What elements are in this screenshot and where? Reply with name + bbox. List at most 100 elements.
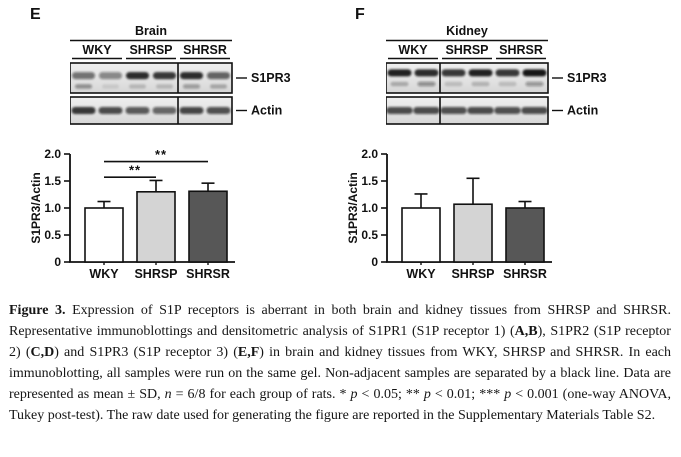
tissue-label: Kidney (446, 24, 488, 38)
blot-band (386, 107, 413, 114)
blot-band (206, 107, 231, 114)
y-tick-label: 2.0 (44, 147, 61, 161)
y-axis-label: S1PR3/Actin (346, 172, 360, 243)
blot-band (522, 69, 547, 77)
group-label: SHRSP (445, 43, 488, 57)
x-category-label: WKY (406, 267, 436, 281)
blot-sub-band (102, 84, 119, 89)
y-tick-label: 1.0 (361, 201, 378, 215)
y-tick-label: 0 (54, 255, 61, 269)
caption-segment: n (164, 387, 172, 402)
bar-shrsr (505, 207, 545, 263)
bar-shrsp (136, 190, 176, 263)
panel-letter-e: E (30, 6, 41, 23)
caption-segment: p (504, 387, 512, 402)
blot-band (126, 72, 149, 80)
blot-band (153, 72, 176, 80)
blot-band (125, 107, 150, 114)
group-label: SHRSP (129, 43, 172, 57)
blot-target-label: S1PR3 (567, 71, 607, 85)
x-category-label: SHRSR (503, 267, 547, 281)
blot-sub-band (471, 81, 490, 87)
blot-band (207, 72, 230, 80)
blot-sub-band (129, 84, 146, 89)
y-tick-label: 1.5 (44, 174, 61, 188)
blot-band (152, 107, 177, 114)
x-category-label: SHRSP (451, 267, 494, 281)
bar-wky (84, 207, 124, 263)
blot-band (72, 72, 95, 80)
y-tick-label: 1.0 (44, 201, 61, 215)
blot-target-label: Actin (251, 104, 282, 118)
group-label: WKY (398, 43, 428, 57)
blot-band (179, 107, 204, 114)
figure-3-panels: E Brain WKY SHRSP SHRSR S1PR3 Actin 0 0.5 1.0 1.… (28, 6, 675, 284)
blot-box (386, 96, 549, 125)
caption-segment: A,B (514, 324, 538, 339)
blot-sub-band (183, 84, 200, 89)
x-category-label: WKY (89, 267, 119, 281)
caption-segment: < 0.05; ** (357, 387, 424, 402)
blot-band (495, 69, 520, 77)
group-label: SHRSR (183, 43, 227, 57)
y-tick-label: 0 (371, 255, 378, 269)
tissue-label: Brain (135, 24, 167, 38)
y-tick-label: 2.0 (361, 147, 378, 161)
blot-band (494, 107, 521, 114)
blot-target-label: S1PR3 (251, 71, 291, 85)
blot-box (386, 62, 549, 94)
x-category-label: SHRSP (134, 267, 177, 281)
blot-sub-band (75, 84, 92, 89)
caption-segment: Figure 3. (9, 303, 66, 318)
x-category-label: SHRSR (186, 267, 230, 281)
blot-sub-band (210, 84, 227, 89)
caption-segment: E,F (237, 345, 260, 360)
panel-e-brain: E Brain WKY SHRSP SHRSR S1PR3 Actin 0 0.5 1.0 1.… (28, 6, 330, 284)
blot-target-label: Actin (567, 104, 598, 118)
panel-f-kidney: F Kidney WKY SHRSP SHRSR S1PR3 Actin 0 0.5 1.0 1… (330, 6, 675, 284)
figure-caption: Figure 3. Expression of S1P receptors is… (9, 300, 671, 426)
immunoblot-brain: Brain WKY SHRSP SHRSR S1PR3 Actin (70, 24, 291, 125)
blot-band (467, 107, 494, 114)
blot-band (180, 72, 203, 80)
blot-band (99, 72, 122, 80)
immunoblot-kidney: Kidney WKY SHRSP SHRSR S1PR3 Actin (386, 24, 607, 125)
caption-segment: ) in brain and kidney tissues from WKY, … (9, 345, 671, 402)
y-tick-label: 0.5 (361, 228, 378, 242)
panel-letter-f: F (355, 6, 365, 23)
blot-box (70, 62, 233, 94)
caption-segment: = 6/8 for each group of rats. * (171, 387, 351, 402)
blot-band (468, 69, 493, 77)
blot-band (387, 69, 412, 77)
significance-stars: ** (155, 147, 167, 162)
caption-segment: p (350, 387, 358, 402)
bar-wky (401, 207, 441, 263)
blot-band (98, 107, 123, 114)
blot-sub-band (498, 81, 517, 87)
caption-segment: Expression of S1P receptors is aberrant … (9, 303, 671, 339)
caption-segment: ), S1PR2 (S1P receptor 2) ( (9, 324, 671, 360)
caption-segment: < 0.001 (one-way ANOVA, Tukey post-test)… (9, 387, 672, 423)
blot-band (414, 69, 439, 77)
blot-sub-band (525, 81, 544, 87)
caption-segment: C,D (30, 345, 55, 360)
y-axis-label: S1PR3/Actin (29, 172, 43, 243)
blot-sub-band (156, 84, 173, 89)
bar-shrsp (453, 203, 493, 263)
blot-sub-band (444, 81, 463, 87)
caption-segment: ) and S1PR3 (S1P receptor 3) ( (54, 345, 238, 360)
blot-band (441, 69, 466, 77)
significance-stars: ** (129, 163, 141, 178)
blot-box (70, 96, 233, 125)
blot-band (71, 107, 96, 114)
group-label: SHRSR (499, 43, 543, 57)
blot-sub-band (417, 81, 436, 87)
y-tick-label: 1.5 (361, 174, 378, 188)
caption-segment: p (423, 387, 431, 402)
bar-shrsr (188, 190, 228, 263)
caption-segment: < 0.01; *** (430, 387, 505, 402)
blot-band (521, 107, 548, 114)
